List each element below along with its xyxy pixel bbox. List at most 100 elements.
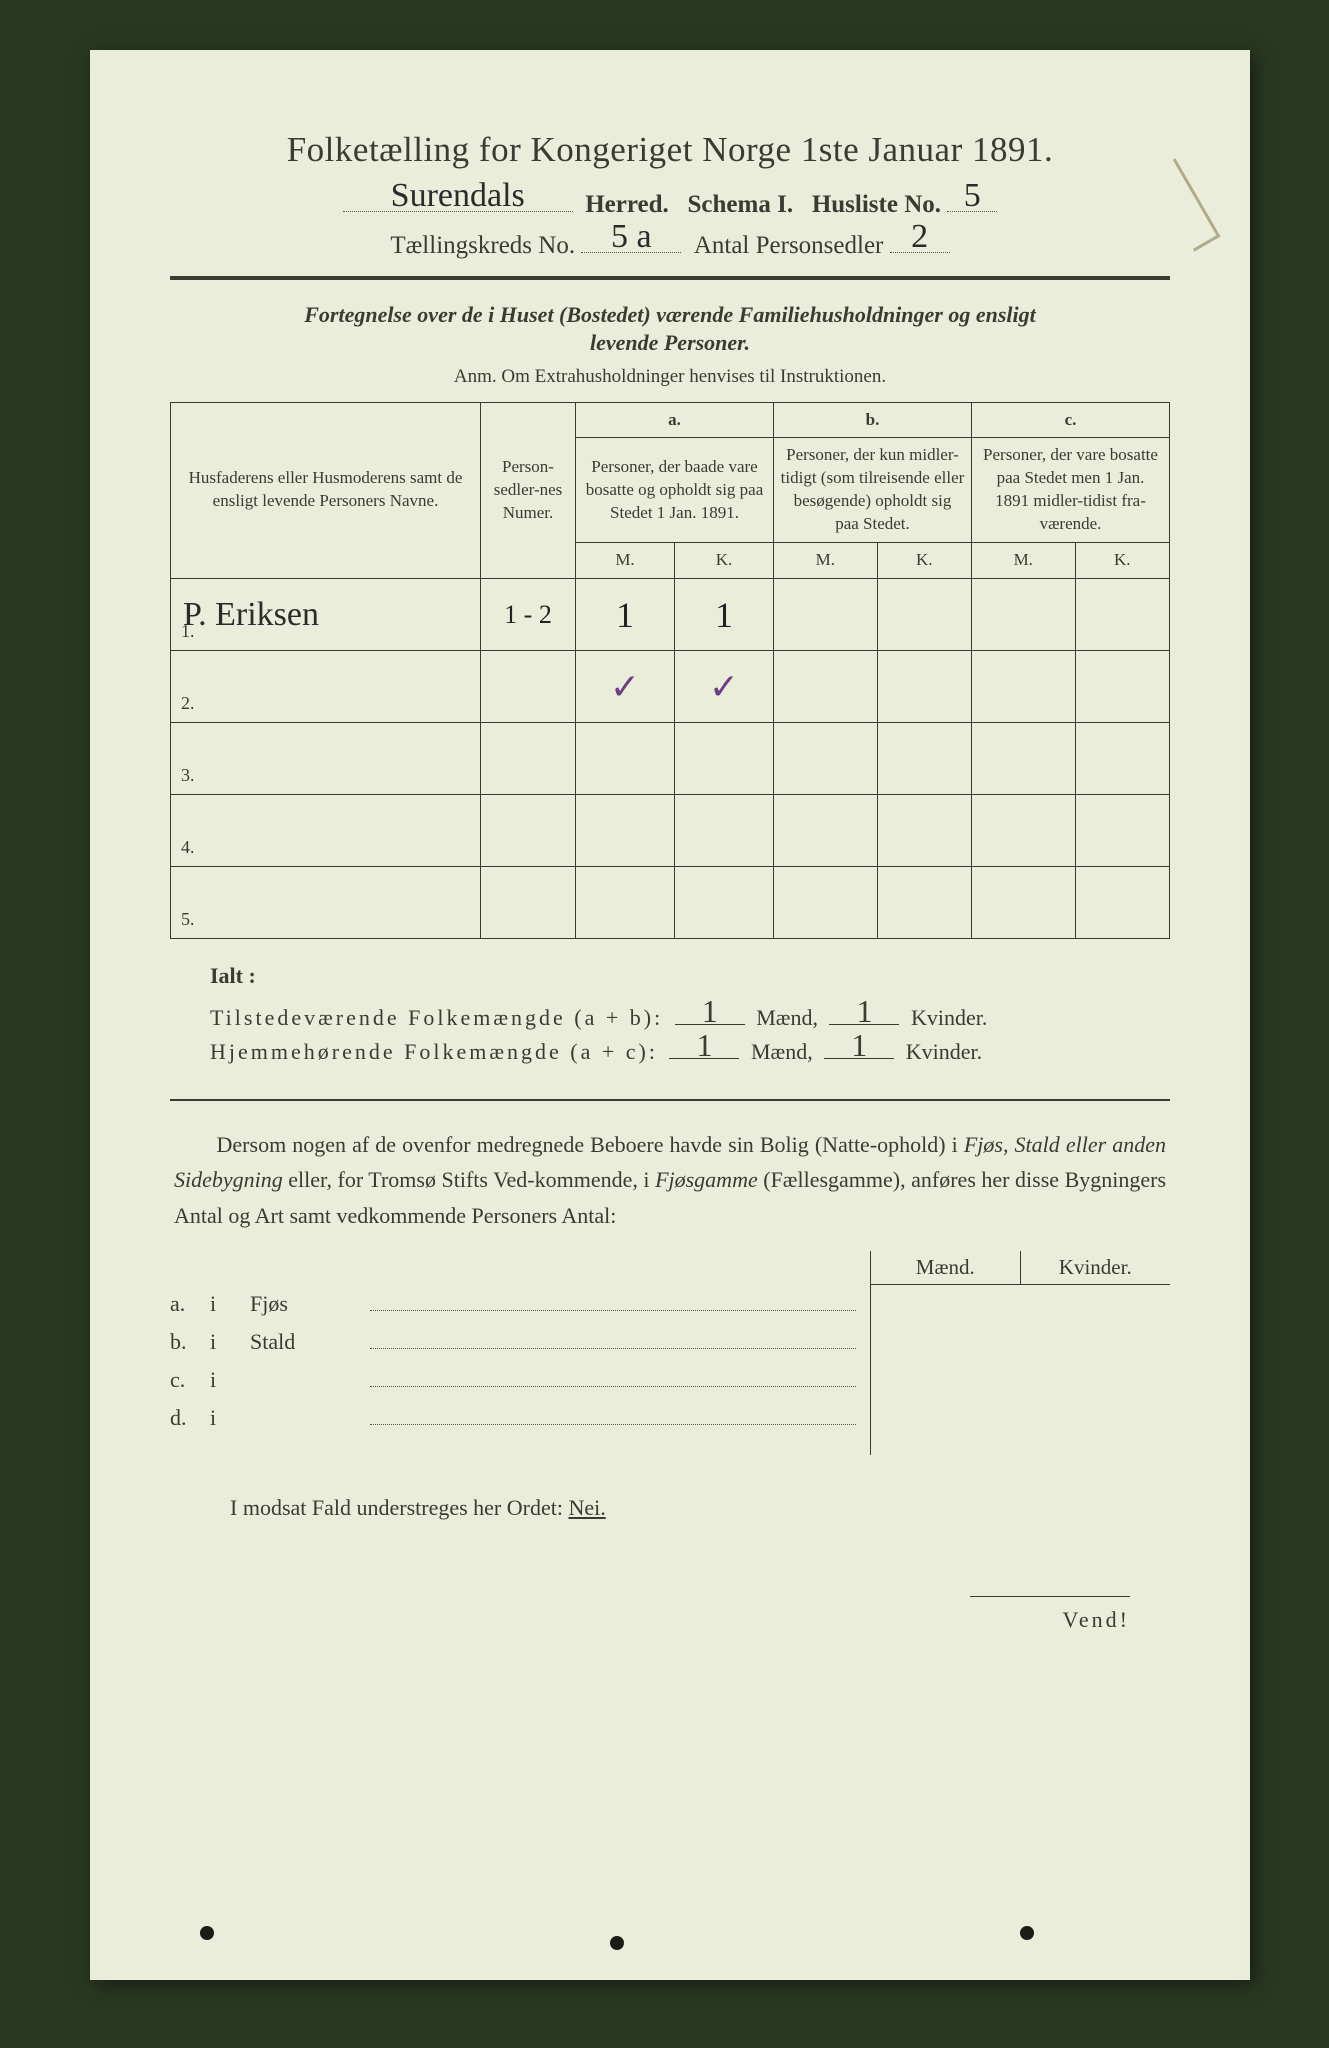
row-number: 3. [181,765,195,786]
row-numer [481,651,576,723]
th-c-m: M. [971,543,1075,579]
table-row: 4. [171,795,1170,867]
lr-dots [370,1331,856,1349]
hjemme-m-field: 1 [669,1039,739,1059]
cell-b-m [774,579,878,651]
husliste-no: 5 [947,177,997,215]
th-a-m: M. [576,543,675,579]
th-c-k: K. [1075,543,1169,579]
census-form-page: Folketælling for Kongeriget Norge 1ste J… [90,50,1250,1980]
th-c-letter: c. [971,402,1169,438]
lr-letter: a. [170,1291,210,1317]
cell-c-m [971,651,1075,723]
cell-a-k [675,723,774,795]
vend-block: Vend! [170,1581,1170,1633]
building-list: a.iFjøsb.iStaldc.id.i [170,1251,870,1455]
nei-word: Nei. [568,1495,605,1520]
kvinder-label-2: Kvinder. [906,1039,982,1064]
row-numer [481,867,576,939]
vend-rule [970,1596,1130,1597]
cell-b-k [877,795,971,867]
cell-c-m [971,867,1075,939]
hjemme-line: Hjemmehørende Folkemængde (a + c): 1 Mæn… [210,1039,1140,1065]
table-row: P. Eriksen1.1 - 211 [171,579,1170,651]
para-t1: Dersom nogen af de ovenfor medregnede Be… [217,1132,964,1157]
kvinder-label-1: Kvinder. [911,1005,987,1030]
mk-kvinder: Kvinder. [1021,1251,1171,1284]
antal-label: Antal Personsedler [694,232,884,259]
row-name-cell: 2. [171,651,481,723]
mk-maend: Mænd. [871,1251,1021,1284]
herred-field: Surendals [343,188,573,212]
cell-a-k: 1 [675,579,774,651]
row-name-cell: 3. [171,723,481,795]
cell-b-k [877,579,971,651]
cell-b-k [877,651,971,723]
table-row: 2.✓✓ [171,651,1170,723]
household-table: Husfaderens eller Husmoderens samt de en… [170,402,1170,940]
header-line-3: Tællingskreds No. 5 a Antal Personsedler… [170,229,1170,260]
row-number: 1. [181,621,195,642]
row-number: 4. [181,837,195,858]
intro-line-2: levende Personer. [170,330,1170,356]
lr-letter: d. [170,1405,210,1431]
row-name-hw: P. Eriksen [183,596,319,634]
cell-b-k [877,723,971,795]
herred-label: Herred. [585,191,669,218]
row-numer: 1 - 2 [481,579,576,651]
lr-label: Fjøs [250,1291,370,1317]
nei-line: I modsat Fald understreges her Ordet: Ne… [170,1495,1170,1521]
cell-a-m: ✓ [576,651,675,723]
th-a-letter: a. [576,402,774,438]
kreds-no: 5 a [581,218,681,256]
lr-i: i [210,1291,250,1317]
rule-thick-1 [170,276,1170,280]
cell-b-m [774,795,878,867]
maend-label-1: Mænd, [756,1005,818,1030]
row-name-cell: 4. [171,795,481,867]
lr-dots [370,1369,856,1387]
lr-i: i [210,1405,250,1431]
th-c: Personer, der vare bosatte paa Stedet me… [971,438,1169,543]
hjemme-m: 1 [669,1027,739,1064]
cell-c-k [1075,579,1169,651]
cell-c-k [1075,651,1169,723]
table-row: 3. [171,723,1170,795]
kreds-no-field: 5 a [581,229,681,253]
th-names-text: Husfaderens eller Husmoderens samt de en… [189,468,463,510]
punch-hole [1020,1926,1034,1940]
cell-a-k [675,867,774,939]
th-numer: Person-sedler-nes Numer. [481,402,576,579]
lr-dots [370,1407,856,1425]
nei-text: I modsat Fald understreges her Ordet: [230,1495,568,1520]
herred-handwritten: Surendals [343,177,573,215]
th-a: Personer, der baade vare bosatte og opho… [576,438,774,543]
husliste-no-field: 5 [947,188,997,212]
schema-label: Schema I. [688,191,794,218]
building-list-row: d.i [170,1399,856,1437]
row-name-cell: P. Eriksen1. [171,579,481,651]
cell-b-m [774,867,878,939]
tilstede-label: Tilstedeværende Folkemængde (a + b): [210,1005,663,1030]
tilstede-k: 1 [829,993,899,1030]
building-list-row: c.i [170,1361,856,1399]
header-line-2: Surendals Herred. Schema I. Husliste No.… [170,188,1170,219]
mk-empty-grid [871,1285,1170,1455]
cell-a-m [576,795,675,867]
th-b-m: M. [774,543,878,579]
building-count-box: a.iFjøsb.iStaldc.id.i Mænd. Kvinder. [170,1251,1170,1455]
table-row: 5. [171,867,1170,939]
building-list-row: a.iFjøs [170,1285,856,1323]
husliste-label: Husliste No. [812,191,941,218]
row-numer [481,723,576,795]
kreds-label: Tællingskreds No. [390,232,575,259]
cell-a-m [576,867,675,939]
tilstede-m-field: 1 [675,1005,745,1025]
tilstede-k-field: 1 [829,1005,899,1025]
cell-a-m [576,723,675,795]
paragraph: Dersom nogen af de ovenfor medregnede Be… [170,1127,1170,1233]
hjemme-label: Hjemmehørende Folkemængde (a + c): [210,1039,658,1064]
cell-b-k [877,867,971,939]
cell-a-m: 1 [576,579,675,651]
th-b-letter: b. [774,402,972,438]
